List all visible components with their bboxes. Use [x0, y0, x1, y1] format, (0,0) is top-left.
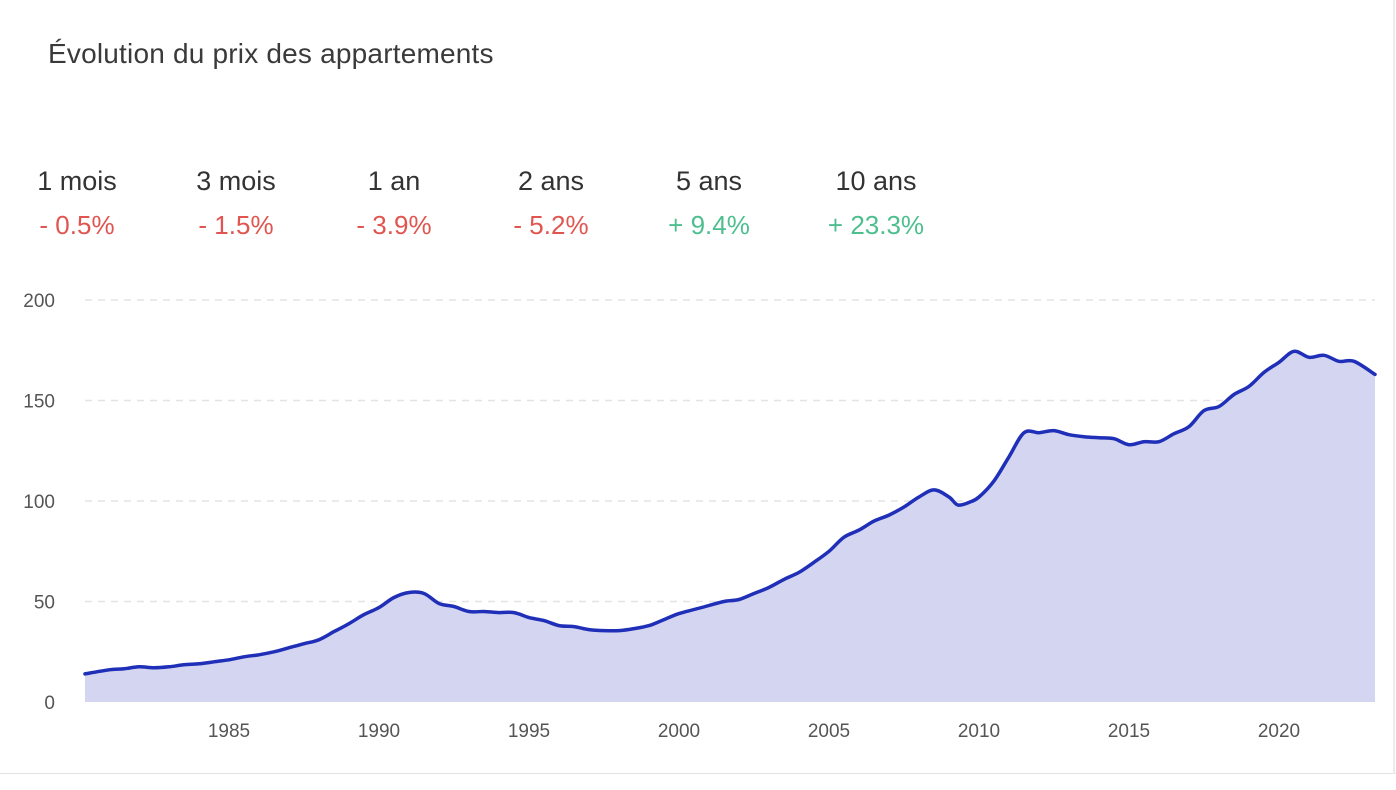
y-tick-label: 0 [44, 693, 55, 714]
stat-period-label: 1 an [367, 166, 421, 196]
x-tick-label: 2015 [1108, 721, 1150, 742]
series-area-fill [85, 351, 1375, 702]
y-tick-label: 150 [23, 392, 55, 413]
x-tick-label: 2020 [1258, 721, 1300, 742]
right-divider [1393, 0, 1395, 774]
stat-5-years: 5 ans + 9.4% [629, 160, 789, 248]
x-tick-label: 1995 [508, 721, 550, 742]
stat-period-label: 5 ans [675, 166, 743, 196]
stat-change-value: - 3.9% [356, 210, 432, 240]
bottom-divider [0, 773, 1396, 774]
y-tick-label: 200 [23, 291, 55, 312]
stat-change-value: - 5.2% [513, 210, 589, 240]
y-tick-label: 100 [23, 492, 55, 513]
price-change-stats: 1 mois - 0.5% 3 mois - 1.5% 1 an - 3.9% … [0, 160, 1000, 250]
x-tick-label: 2000 [658, 721, 700, 742]
stat-change-value: - 1.5% [198, 210, 274, 240]
x-tick-label: 2010 [958, 721, 1000, 742]
series-line [83, 349, 1377, 676]
x-tick-label: 1990 [358, 721, 400, 742]
stat-1-year: 1 an - 3.9% [314, 160, 474, 248]
x-tick-label: 1985 [208, 721, 250, 742]
stat-3-months: 3 mois - 1.5% [156, 160, 316, 248]
y-tick-label: 50 [34, 593, 55, 614]
stat-change-value: + 23.3% [827, 210, 925, 240]
x-tick-label: 2005 [808, 721, 850, 742]
stat-period-label: 3 mois [196, 166, 276, 196]
stat-2-years: 2 ans - 5.2% [471, 160, 631, 248]
stat-period-label: 10 ans [835, 166, 917, 196]
stat-1-month: 1 mois - 0.5% [0, 160, 157, 248]
chart-title: Évolution du prix des appartements [48, 38, 494, 69]
stat-10-years: 10 ans + 23.3% [796, 160, 956, 248]
stat-period-label: 2 ans [517, 166, 585, 196]
stat-period-label: 1 mois [37, 166, 117, 196]
stat-change-value: - 0.5% [39, 210, 115, 240]
stat-change-value: + 9.4% [668, 210, 750, 240]
